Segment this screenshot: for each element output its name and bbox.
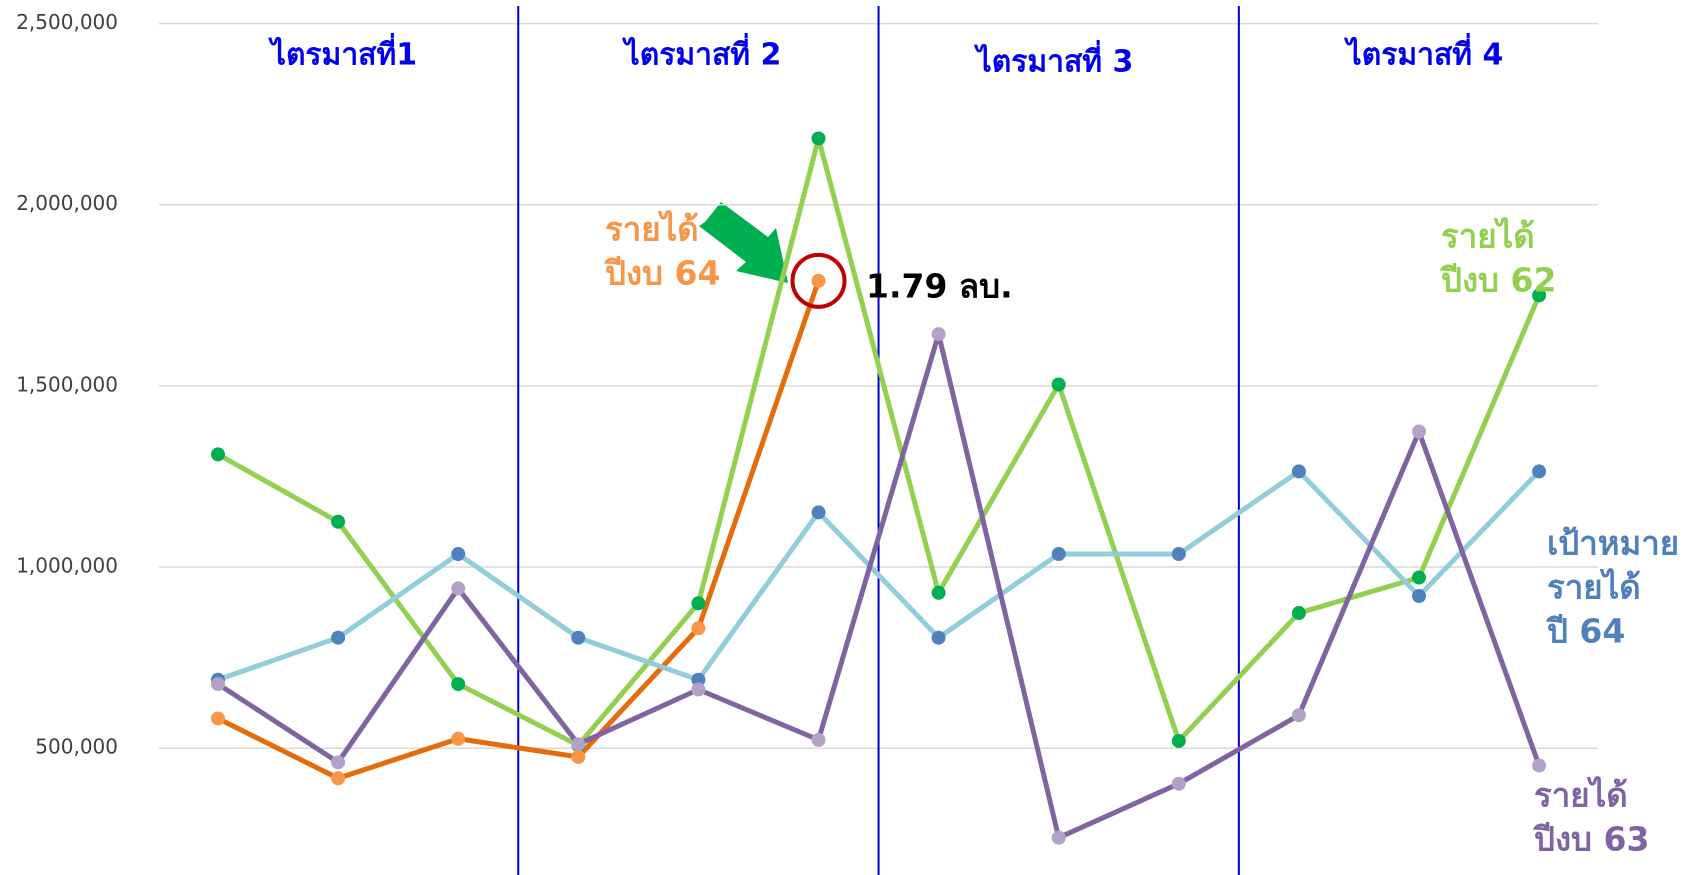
data-point [331, 514, 346, 529]
data-point [331, 630, 346, 645]
series-label: รายได้ [1534, 776, 1628, 815]
series-label: ปีงบ 62 [1440, 261, 1557, 300]
data-point [1412, 589, 1426, 604]
data-point [211, 677, 225, 692]
arrow [699, 202, 788, 283]
data-point [331, 771, 346, 786]
annotation: 1.79 ลบ. [866, 267, 1013, 306]
series-line [217, 468, 1541, 683]
series-line [216, 135, 1542, 748]
data-point [691, 596, 706, 611]
data-point [691, 682, 706, 697]
data-point [1532, 288, 1547, 303]
quarter-label: ไตรมาสที่1 [268, 33, 417, 73]
series-label: รายได้ [1547, 568, 1641, 607]
data-point [571, 630, 586, 645]
data-point [931, 327, 946, 342]
series-label: เป้าหมาย [1547, 524, 1679, 563]
y-tick-label: 2,000,000 [16, 191, 118, 215]
series-line [216, 331, 1542, 841]
data-point [451, 547, 466, 562]
quarter-label: ไตรมาสที่ 2 [622, 33, 782, 73]
data-point [211, 711, 225, 726]
data-point [1051, 377, 1066, 392]
data-point [1291, 708, 1306, 723]
y-tick-label: 1,500,000 [16, 372, 118, 396]
data-point [931, 585, 946, 600]
data-point [811, 505, 826, 520]
data-point [571, 737, 586, 752]
data-point [1171, 776, 1186, 791]
y-tick-label: 2,500,000 [16, 10, 118, 34]
series-label: ปี 64 [1546, 612, 1626, 651]
data-point [811, 273, 826, 288]
data-point [811, 732, 826, 747]
data-point [451, 731, 466, 746]
series-label: รายได้ [1441, 217, 1535, 256]
data-point [691, 621, 706, 636]
data-point [691, 672, 706, 687]
data-point [211, 447, 225, 462]
data-point [1412, 424, 1426, 439]
data-point [1171, 547, 1186, 562]
data-point [1532, 464, 1547, 479]
y-tick-label: 1,000,000 [16, 554, 118, 578]
data-point [1051, 547, 1066, 562]
data-point [331, 755, 346, 770]
data-point [451, 677, 466, 692]
y-tick-label: 500,000 [35, 735, 118, 759]
data-point [811, 131, 826, 146]
data-point [1412, 570, 1426, 585]
data-point [931, 630, 946, 645]
data-point [1291, 606, 1306, 621]
data-point [1051, 830, 1066, 845]
data-point [571, 749, 586, 764]
series-label: ปีงบ 64 [604, 254, 721, 293]
series-label: รายได้ [605, 210, 699, 249]
highlight-ring [790, 252, 847, 309]
data-point [1291, 464, 1306, 479]
data-point [451, 581, 466, 596]
quarter-label: ไตรมาสที่ 3 [974, 40, 1134, 80]
series-label: ปีงบ 63 [1533, 820, 1650, 859]
data-point [1171, 733, 1186, 748]
quarter-label: ไตรมาสที่ 4 [1344, 33, 1504, 73]
data-point [1532, 758, 1547, 773]
series-line [216, 280, 821, 781]
